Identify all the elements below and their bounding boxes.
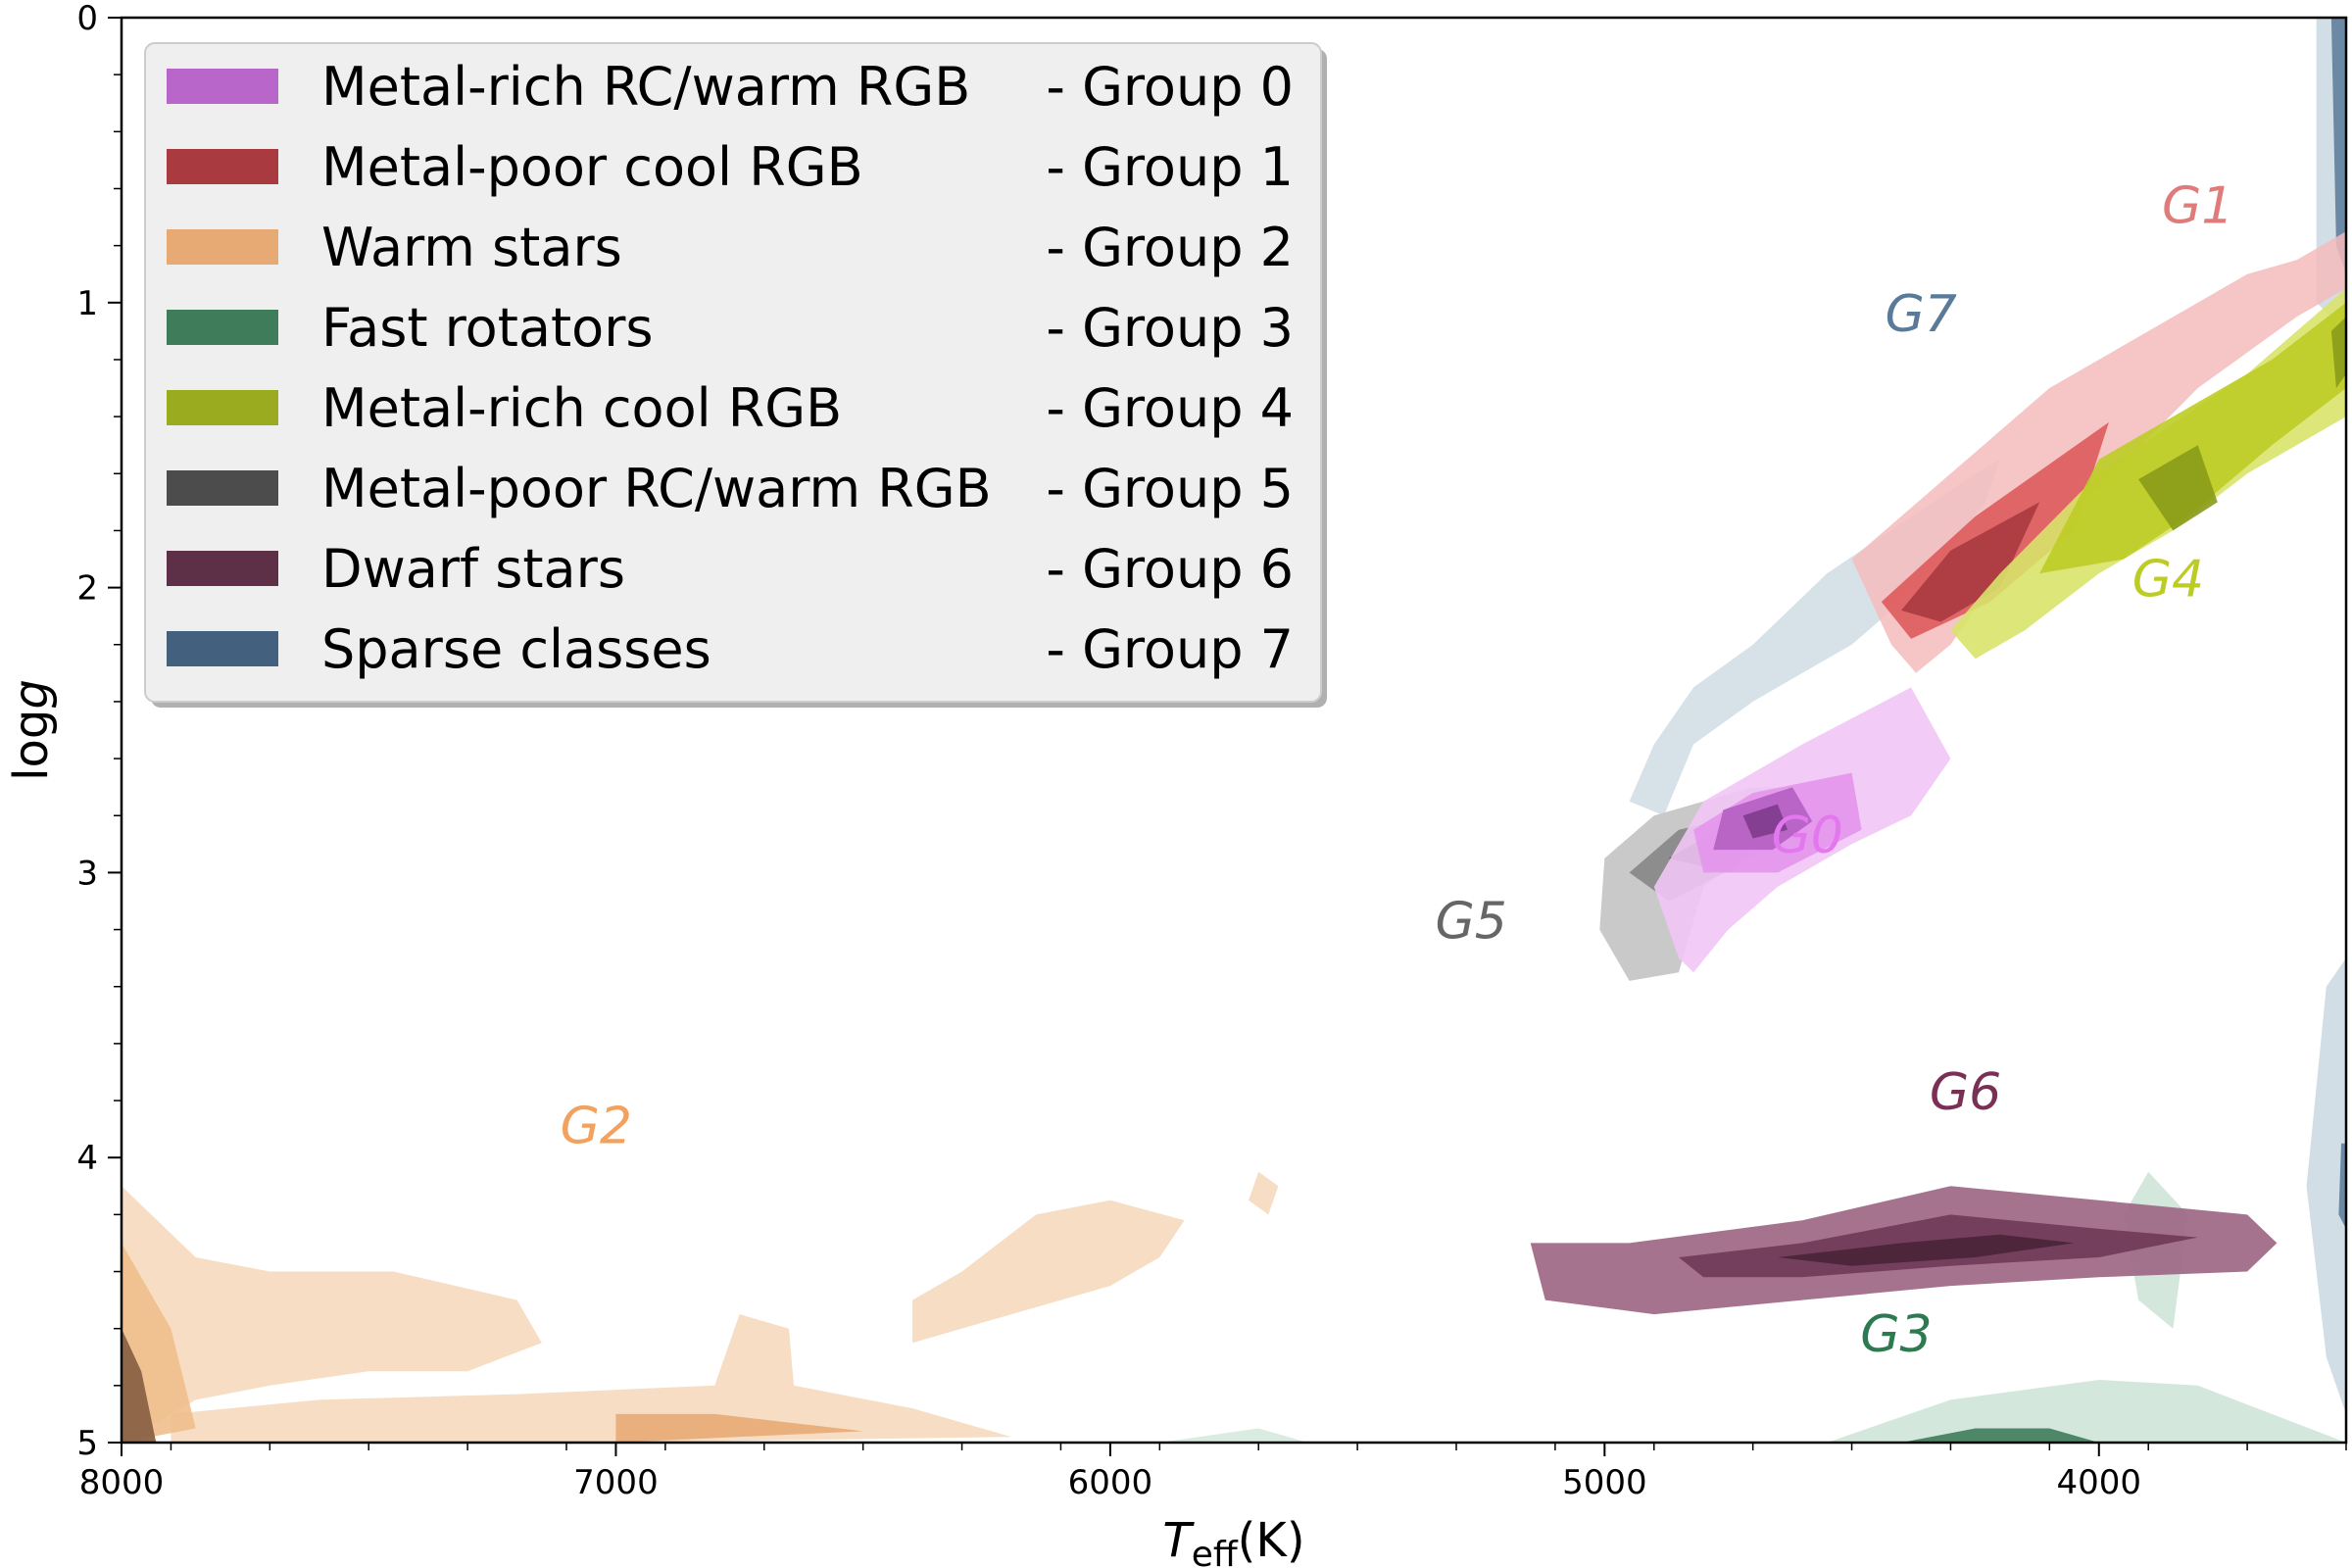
annotation-g7: G7 (1885, 285, 1956, 344)
legend-label-group-1: Metal-poor cool RGB (321, 136, 863, 198)
legend-label-group-4: Metal-rich cool RGB (321, 377, 842, 439)
y-tick-label: 3 (76, 854, 98, 893)
contour-group-3-level-21 (1901, 1428, 2099, 1443)
y-axis-label-main: log (4, 710, 59, 781)
contour-group-7-level-1 (2330, 18, 2346, 274)
legend-swatch-group-3 (167, 310, 278, 345)
annotation-g4: G4 (2132, 550, 2204, 609)
y-tick-label: 1 (76, 284, 98, 323)
legend-group-id-7: - Group 7 (1046, 618, 1294, 680)
plot-frame (120, 16, 2348, 1445)
annotation-g5: G5 (1435, 892, 1506, 951)
legend-group-id-0: - Group 0 (1046, 56, 1294, 118)
x-axis-label-unit: (K) (1238, 1513, 1305, 1568)
contour-group-7-level-2 (2306, 957, 2346, 1414)
contour-group-3-level-22 (1159, 1428, 1308, 1443)
y-tick-label: 5 (76, 1424, 98, 1463)
legend-swatch-group-5 (167, 470, 278, 506)
legend-swatch-group-2 (167, 229, 278, 265)
legend-label-group-2: Warm stars (321, 217, 622, 278)
annotation-g6: G6 (1930, 1063, 2001, 1122)
x-tick-label: 6000 (1068, 1463, 1153, 1502)
legend-group-id-2: - Group 2 (1046, 217, 1294, 278)
legend-group-id-3: - Group 3 (1046, 297, 1294, 359)
contour-group-4-level-9 (2039, 302, 2346, 574)
legend-group-id-4: - Group 4 (1046, 377, 1294, 439)
contour-group-2-level-13 (912, 1200, 1185, 1344)
axis-ticks: 8000 7000 6000 5000 4000 0 1 2 3 4 5 (76, 0, 2347, 1502)
contour-group-0-level-32 (1742, 804, 1788, 839)
legend-label-group-3: Fast rotators (321, 297, 654, 359)
legend-group-id-5: - Group 5 (1046, 458, 1294, 519)
x-tick-label: 4000 (2057, 1463, 2142, 1502)
contour-group-2-level-12 (122, 1186, 542, 1443)
contour-group-4-level-11 (2330, 317, 2346, 388)
annotation-g2: G2 (561, 1098, 632, 1156)
annotation-g0: G0 (1771, 807, 1842, 865)
y-axis-label-var: g (4, 679, 59, 709)
x-tick-label: 5000 (1562, 1463, 1647, 1502)
y-tick-label: 0 (76, 0, 98, 38)
x-axis-label: Teff(K) (1162, 1513, 1304, 1568)
x-axis-label-sub: eff (1192, 1535, 1239, 1568)
contour-group-2-level-18 (122, 1328, 157, 1443)
group-annotations: G0 G1 G2 G3 G4 G5 G6 G7 (561, 176, 2234, 1364)
contour-group-3-level-19 (1827, 1380, 2346, 1443)
contour-group-6-level-25 (1777, 1234, 2075, 1266)
contour-group-2-level-15 (171, 1314, 1011, 1443)
x-tick-label: 8000 (79, 1463, 165, 1502)
legend-label-group-0: Metal-rich RC/warm RGB (321, 56, 970, 118)
y-tick-label: 2 (76, 569, 98, 609)
x-tick-label: 7000 (573, 1463, 659, 1502)
legend-swatch-group-7 (167, 631, 278, 666)
x-axis-label-main: T (1162, 1513, 1195, 1568)
legend-group-id-6: - Group 6 (1046, 538, 1294, 600)
legend-swatch-group-0 (167, 69, 278, 104)
y-tick-label: 4 (76, 1139, 98, 1178)
contour-group-2-level-14 (1249, 1171, 1279, 1215)
y-axis-label: logg (4, 679, 59, 781)
legend-swatch-group-6 (167, 551, 278, 586)
annotation-g1: G1 (2162, 176, 2233, 235)
legend-swatch-group-4 (167, 390, 278, 425)
legend-box (144, 42, 1322, 703)
legend-label-group-5: Metal-poor RC/warm RGB (321, 458, 992, 519)
contour-regions (122, 18, 2346, 1443)
legend-label-group-6: Dwarf stars (321, 538, 625, 600)
annotation-g3: G3 (1860, 1305, 1932, 1364)
contour-group-4-level-10 (2138, 445, 2218, 531)
contour-group-2-level-17 (615, 1413, 863, 1443)
contour-group-1-level-7 (1901, 502, 2040, 622)
legend-swatch-group-1 (167, 149, 278, 184)
contour-group-7-level-3 (2338, 1143, 2346, 1229)
legend: Metal-rich RC/warm RGB - Group 0 Metal-poo… (144, 42, 1327, 708)
legend-group-id-1: - Group 1 (1046, 136, 1294, 198)
legend-label-group-7: Sparse classes (321, 618, 711, 680)
